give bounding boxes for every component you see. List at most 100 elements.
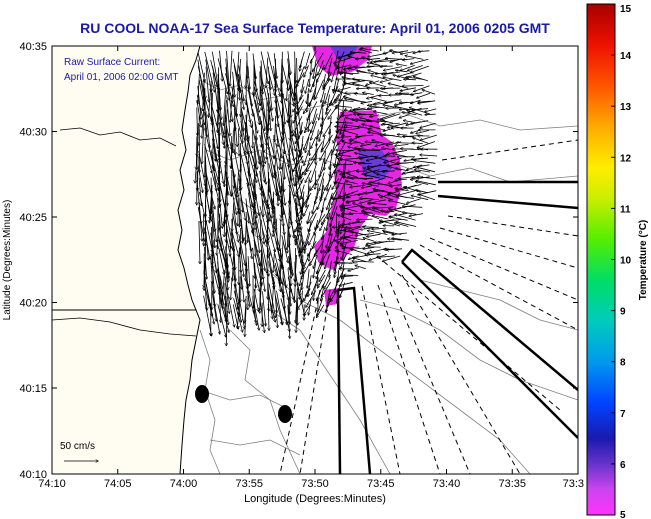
current-vector <box>412 108 429 111</box>
current-vector <box>379 220 401 227</box>
current-vector <box>211 129 217 162</box>
current-vector <box>363 168 374 172</box>
current-vector <box>384 71 400 75</box>
current-vector <box>302 162 311 175</box>
current-vector <box>261 198 268 222</box>
current-vector <box>275 302 278 328</box>
current-vector <box>211 164 219 191</box>
current-vector <box>300 59 303 71</box>
current-vector <box>274 74 280 97</box>
current-vector <box>240 101 244 131</box>
current-vector <box>219 297 230 333</box>
current-vector <box>388 239 402 240</box>
current-vector <box>308 113 311 132</box>
current-vector <box>347 192 366 197</box>
current-vector <box>276 218 277 250</box>
current-vector <box>267 66 270 90</box>
current-vector <box>261 268 265 292</box>
current-vector <box>352 79 374 82</box>
current-vectors <box>195 48 438 345</box>
current-vector <box>414 85 430 92</box>
current-vector <box>335 232 346 248</box>
current-vector <box>389 217 408 221</box>
current-vector <box>370 82 387 88</box>
shoreline-inner <box>59 127 177 147</box>
current-vector <box>333 129 340 143</box>
current-vector <box>273 212 274 236</box>
current-vector <box>331 65 338 82</box>
current-vector <box>260 212 261 241</box>
current-vector <box>233 129 234 152</box>
current-vector <box>395 168 408 172</box>
current-vector <box>416 130 430 133</box>
current-vector <box>345 110 361 114</box>
current-vector <box>396 222 417 227</box>
current-vector <box>283 155 290 187</box>
current-vector <box>317 297 324 316</box>
current-vector <box>262 291 266 326</box>
current-vector <box>289 246 293 276</box>
current-vector <box>425 114 436 115</box>
current-vector <box>259 178 268 209</box>
current-vector <box>288 151 295 186</box>
current-vector <box>253 142 257 169</box>
current-vector <box>297 57 298 82</box>
current-vector <box>383 124 401 129</box>
current-vector <box>348 267 359 271</box>
current-vector <box>282 149 285 179</box>
current-vector <box>306 185 311 207</box>
current-vector <box>332 184 340 198</box>
current-vector <box>414 161 436 164</box>
current-vector <box>335 250 352 255</box>
current-vector <box>335 276 338 293</box>
current-vector <box>302 274 305 290</box>
current-vector <box>204 143 212 173</box>
current-vector <box>240 120 248 153</box>
current-vector <box>197 156 198 190</box>
current-vector <box>247 256 250 286</box>
current-vector <box>310 73 318 92</box>
current-vector <box>276 290 283 325</box>
current-vector <box>287 72 295 101</box>
current-vector <box>414 164 430 167</box>
current-vector <box>357 72 375 75</box>
current-vector <box>238 234 246 265</box>
current-vector <box>397 134 408 135</box>
current-vector <box>268 80 272 110</box>
current-vector <box>217 268 222 304</box>
current-vector <box>239 74 240 100</box>
current-vector <box>236 80 240 116</box>
current-vector <box>407 198 421 204</box>
current-vector <box>254 87 260 112</box>
current-vector <box>296 288 298 323</box>
current-vector <box>274 198 275 224</box>
current-vector <box>259 262 262 286</box>
current-vector <box>287 80 294 106</box>
current-vector <box>225 169 231 197</box>
current-vector <box>355 148 373 151</box>
current-vector <box>287 165 295 196</box>
current-vector <box>289 144 299 179</box>
current-vector <box>280 249 281 282</box>
current-vector <box>315 79 324 99</box>
station-marker <box>278 405 292 423</box>
current-vector <box>327 99 333 111</box>
current-vector <box>322 199 325 213</box>
current-vector <box>288 107 292 133</box>
current-vector <box>267 289 272 319</box>
current-vector <box>371 97 386 102</box>
current-vector <box>301 79 305 93</box>
current-vector <box>329 232 338 251</box>
current-vector <box>304 65 309 77</box>
current-vector <box>376 90 389 94</box>
current-vector <box>322 135 326 151</box>
current-vector <box>205 283 214 324</box>
current-vector <box>211 263 214 293</box>
current-vector <box>397 71 414 77</box>
current-vector <box>383 134 402 138</box>
current-vector <box>301 261 311 279</box>
current-vector <box>321 235 325 253</box>
current-vector <box>259 235 265 270</box>
current-vector <box>363 238 375 242</box>
current-vector <box>360 118 380 124</box>
